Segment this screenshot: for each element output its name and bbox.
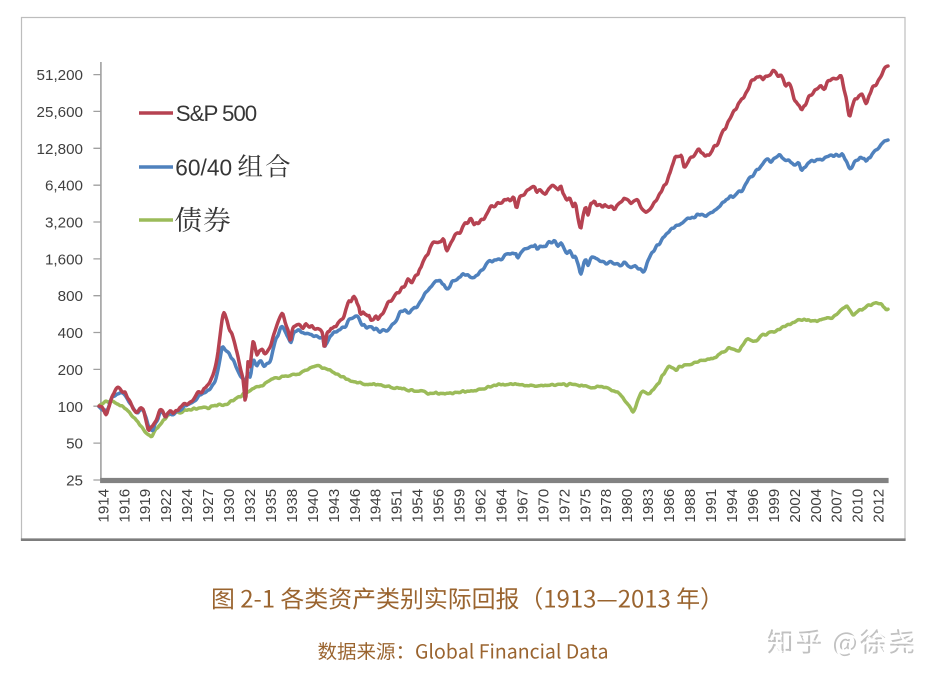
svg-text:1927: 1927 <box>200 489 217 523</box>
svg-text:2002: 2002 <box>787 489 804 523</box>
svg-text:1983: 1983 <box>640 489 657 523</box>
svg-text:1975: 1975 <box>577 489 594 523</box>
svg-text:12,800: 12,800 <box>37 141 83 158</box>
svg-text:1914: 1914 <box>95 489 112 523</box>
svg-text:50: 50 <box>66 436 83 453</box>
svg-text:1922: 1922 <box>158 489 175 523</box>
svg-text:60/40: 60/40 <box>175 155 232 181</box>
svg-text:1967: 1967 <box>514 489 531 523</box>
svg-text:1930: 1930 <box>221 489 238 523</box>
svg-text:1924: 1924 <box>179 489 196 523</box>
svg-text:1951: 1951 <box>389 489 406 523</box>
svg-text:6,400: 6,400 <box>45 178 83 195</box>
svg-text:1,600: 1,600 <box>45 251 83 268</box>
svg-text:2010: 2010 <box>850 489 867 523</box>
svg-text:1956: 1956 <box>431 489 448 523</box>
svg-text:1994: 1994 <box>724 489 741 523</box>
svg-text:1916: 1916 <box>116 489 133 523</box>
svg-text:1938: 1938 <box>284 489 301 523</box>
svg-text:3,200: 3,200 <box>45 215 83 232</box>
svg-text:1964: 1964 <box>493 489 510 523</box>
svg-text:2012: 2012 <box>871 489 888 523</box>
svg-text:1948: 1948 <box>368 489 385 523</box>
svg-text:1962: 1962 <box>473 489 490 523</box>
svg-text:1954: 1954 <box>410 489 427 523</box>
svg-text:1986: 1986 <box>661 489 678 523</box>
svg-text:1972: 1972 <box>556 489 573 523</box>
svg-text:1943: 1943 <box>326 489 343 523</box>
svg-text:1970: 1970 <box>535 489 552 523</box>
svg-text:1991: 1991 <box>703 489 720 523</box>
svg-text:25: 25 <box>66 473 83 490</box>
svg-text:1978: 1978 <box>598 489 615 523</box>
svg-text:100: 100 <box>58 399 83 416</box>
svg-text:2007: 2007 <box>829 489 846 523</box>
svg-text:1959: 1959 <box>452 489 469 523</box>
svg-text:1919: 1919 <box>137 489 154 523</box>
svg-text:1940: 1940 <box>305 489 322 523</box>
svg-text:S&P 500: S&P 500 <box>176 101 257 126</box>
svg-text:1999: 1999 <box>766 489 783 523</box>
svg-text:1946: 1946 <box>347 489 364 523</box>
svg-text:1988: 1988 <box>682 489 699 523</box>
svg-text:1935: 1935 <box>263 489 280 523</box>
svg-text:400: 400 <box>58 325 83 342</box>
svg-text:200: 200 <box>58 362 83 379</box>
svg-text:2004: 2004 <box>808 489 825 523</box>
svg-text:1980: 1980 <box>619 489 636 523</box>
svg-text:51,200: 51,200 <box>37 67 83 84</box>
svg-text:800: 800 <box>58 288 83 305</box>
svg-text:25,600: 25,600 <box>37 104 83 121</box>
svg-text:1932: 1932 <box>242 489 259 523</box>
svg-text:1996: 1996 <box>745 489 762 523</box>
